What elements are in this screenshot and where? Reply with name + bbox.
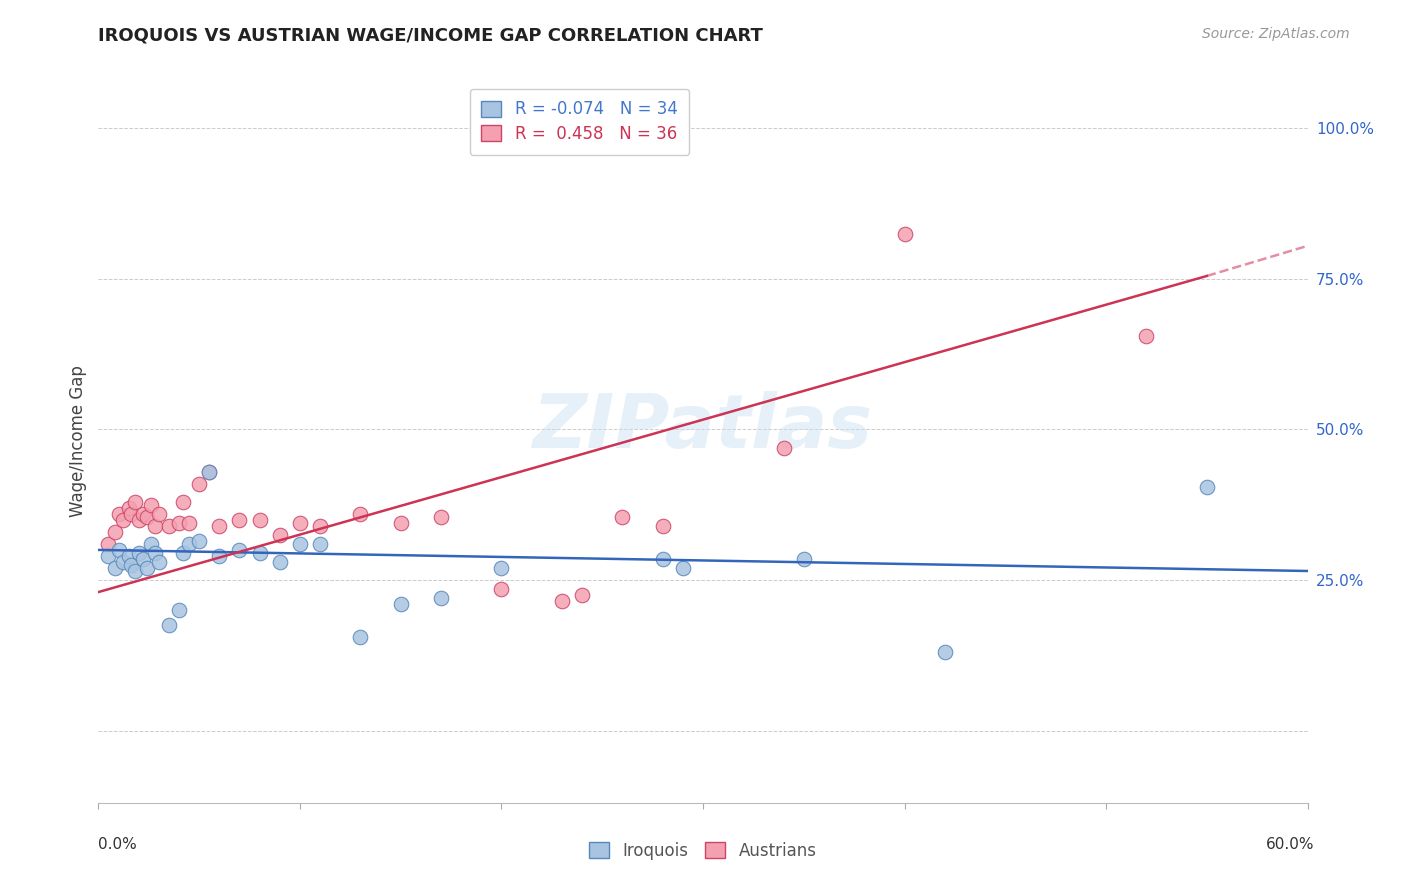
- Point: [793, 552, 815, 566]
- Point: [208, 518, 231, 533]
- Point: [97, 537, 120, 551]
- Point: [143, 518, 166, 533]
- Point: [389, 516, 412, 530]
- Point: [491, 561, 513, 575]
- Point: [120, 507, 142, 521]
- Point: [288, 537, 311, 551]
- Point: [148, 555, 170, 569]
- Point: [249, 513, 271, 527]
- Point: [269, 528, 291, 542]
- Point: [111, 513, 134, 527]
- Point: [128, 513, 150, 527]
- Point: [179, 537, 201, 551]
- Point: [135, 509, 157, 524]
- Point: [309, 518, 332, 533]
- Text: Source: ZipAtlas.com: Source: ZipAtlas.com: [1202, 27, 1350, 41]
- Point: [167, 603, 190, 617]
- Point: [103, 561, 125, 575]
- Point: [172, 546, 194, 560]
- Point: [309, 537, 332, 551]
- Point: [349, 507, 371, 521]
- Point: [430, 509, 453, 524]
- Point: [612, 509, 634, 524]
- Point: [934, 645, 956, 659]
- Point: [389, 597, 412, 611]
- Point: [97, 549, 120, 563]
- Point: [430, 591, 453, 606]
- Text: ZIPatlas: ZIPatlas: [533, 391, 873, 464]
- Point: [1195, 480, 1218, 494]
- Point: [120, 558, 142, 572]
- Point: [893, 227, 915, 241]
- Point: [228, 542, 250, 557]
- Point: [198, 465, 221, 479]
- Y-axis label: Wage/Income Gap: Wage/Income Gap: [69, 366, 87, 517]
- Point: [208, 549, 231, 563]
- Point: [143, 546, 166, 560]
- Point: [188, 533, 211, 548]
- Point: [128, 546, 150, 560]
- Point: [172, 494, 194, 508]
- Point: [139, 498, 162, 512]
- Point: [1135, 329, 1157, 343]
- Point: [157, 518, 180, 533]
- Point: [103, 524, 125, 539]
- Point: [167, 516, 190, 530]
- Point: [148, 507, 170, 521]
- Point: [107, 507, 129, 521]
- Point: [132, 507, 155, 521]
- Point: [118, 549, 141, 563]
- Point: [288, 516, 311, 530]
- Point: [157, 618, 180, 632]
- Point: [651, 552, 673, 566]
- Point: [249, 546, 271, 560]
- Text: 0.0%: 0.0%: [98, 837, 138, 852]
- Point: [672, 561, 695, 575]
- Point: [132, 552, 155, 566]
- Point: [571, 588, 593, 602]
- Legend: Iroquois, Austrians: Iroquois, Austrians: [582, 836, 824, 867]
- Point: [491, 582, 513, 596]
- Point: [111, 555, 134, 569]
- Text: IROQUOIS VS AUSTRIAN WAGE/INCOME GAP CORRELATION CHART: IROQUOIS VS AUSTRIAN WAGE/INCOME GAP COR…: [98, 27, 763, 45]
- Point: [135, 561, 157, 575]
- Point: [188, 476, 211, 491]
- Text: 60.0%: 60.0%: [1267, 837, 1315, 852]
- Point: [269, 555, 291, 569]
- Point: [179, 516, 201, 530]
- Point: [139, 537, 162, 551]
- Point: [107, 542, 129, 557]
- Point: [651, 518, 673, 533]
- Point: [349, 630, 371, 644]
- Point: [124, 494, 146, 508]
- Point: [228, 513, 250, 527]
- Point: [118, 500, 141, 515]
- Point: [198, 465, 221, 479]
- Point: [772, 441, 794, 455]
- Point: [124, 564, 146, 578]
- Point: [551, 594, 574, 608]
